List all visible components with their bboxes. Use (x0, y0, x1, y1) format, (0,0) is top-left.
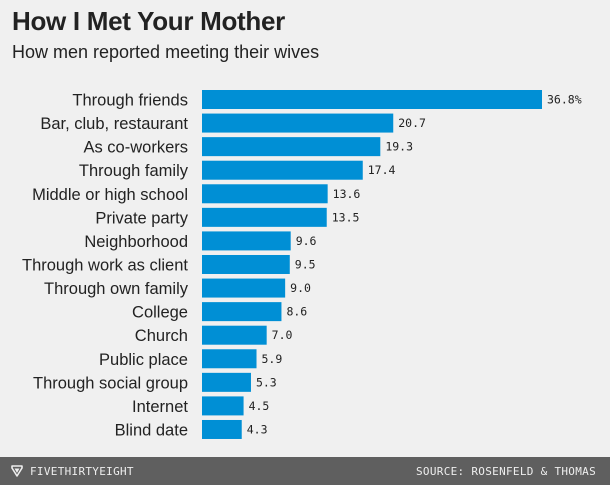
bar (202, 254, 290, 274)
bar (202, 302, 282, 322)
category-label: Bar, club, restaurant (40, 115, 188, 133)
category-label: College (132, 304, 188, 322)
value-label: 9.0 (290, 281, 311, 295)
value-label: 4.5 (249, 399, 270, 413)
value-label: 5.9 (262, 352, 283, 366)
category-label: Middle or high school (32, 186, 188, 204)
brand-name: FIVETHIRTYEIGHT (30, 464, 134, 478)
value-label: 9.5 (295, 257, 316, 271)
value-label: 13.5 (332, 210, 360, 224)
bar (202, 137, 381, 157)
bar (202, 278, 286, 298)
value-label: 36.8% (547, 93, 582, 107)
category-label: Private party (95, 209, 188, 227)
value-label: 4.3 (247, 422, 268, 436)
bar (202, 113, 394, 133)
value-label: 20.7 (398, 116, 426, 130)
footer-bar: FIVETHIRTYEIGHT SOURCE: ROSENFELD & THOM… (0, 457, 610, 485)
bar-chart: Through friends 36.8% Bar, club, restauran… (22, 90, 582, 439)
value-label: 9.6 (296, 234, 317, 248)
bar (202, 372, 251, 392)
category-label: Through work as client (22, 256, 188, 274)
value-label: 17.4 (368, 163, 396, 177)
category-label: Neighborhood (84, 233, 188, 251)
fivethirtyeight-logo-icon (11, 465, 23, 477)
category-label: Church (135, 327, 188, 345)
bar (202, 231, 291, 251)
category-label: Public place (99, 351, 188, 369)
category-label: Through family (79, 162, 189, 180)
bar (202, 325, 267, 345)
category-label: Internet (132, 398, 188, 416)
chart-title: How I Met Your Mother (12, 6, 285, 36)
bar (202, 419, 242, 439)
chart-subtitle: How men reported meeting their wives (12, 42, 320, 62)
bar (202, 349, 257, 369)
category-label: Through own family (44, 280, 189, 298)
source-note: SOURCE: ROSENFELD & THOMAS (416, 465, 596, 478)
bar (202, 184, 328, 204)
category-label: Through social group (33, 374, 188, 392)
bar (202, 207, 327, 227)
bar (202, 396, 244, 416)
bar (202, 160, 363, 180)
value-label: 13.6 (333, 187, 361, 201)
value-label: 19.3 (385, 140, 413, 154)
value-label: 5.3 (256, 375, 277, 389)
brand: FIVETHIRTYEIGHT (10, 464, 134, 478)
category-label: Blind date (115, 421, 188, 439)
value-label: 7.0 (272, 328, 293, 342)
category-label: As co-workers (83, 139, 188, 157)
category-label: Through friends (72, 92, 188, 110)
bar (202, 90, 542, 109)
value-label: 8.6 (286, 305, 307, 319)
